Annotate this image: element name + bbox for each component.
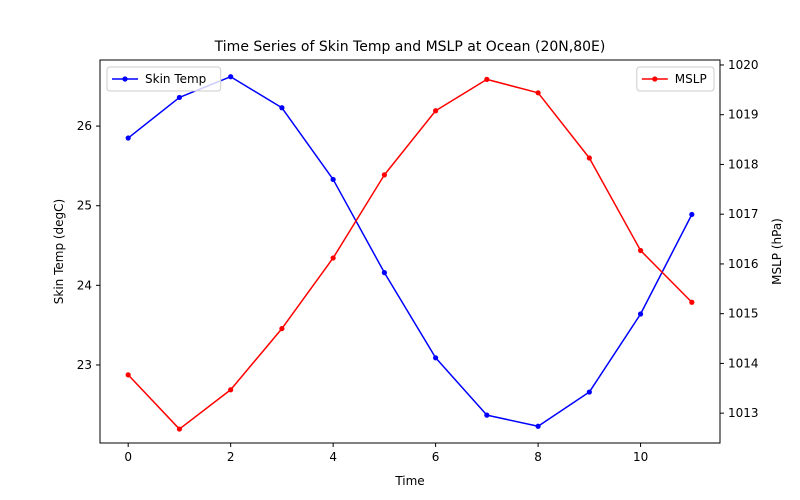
- x-tick-label: 4: [329, 450, 337, 464]
- series-line-mslp: [127, 78, 693, 430]
- data-point-skin-temp: [433, 355, 439, 361]
- x-axis-label: Time: [394, 474, 424, 488]
- y-right-tick-label: 1015: [728, 307, 759, 321]
- y-left-tick-label: 26: [77, 119, 92, 133]
- data-point-mslp: [689, 299, 695, 305]
- x-tick-label: 10: [633, 450, 648, 464]
- y-right-tick-label: 1019: [728, 108, 759, 122]
- y-right-tick-label: 1014: [728, 356, 759, 370]
- y-right-tick-label: 1013: [728, 406, 759, 420]
- data-point-mslp: [176, 426, 183, 432]
- data-point-skin-temp: [586, 389, 592, 395]
- y-left-tick-label: 24: [77, 278, 92, 292]
- y-right-tick-label: 1020: [728, 58, 759, 72]
- y-right-tick-label: 1018: [728, 157, 759, 171]
- data-point-mslp: [433, 108, 439, 114]
- data-point-skin-temp: [689, 211, 695, 218]
- y-axis-left-label: Skin Temp (degC): [52, 199, 66, 304]
- y-left-tick-label: 23: [77, 358, 92, 372]
- data-point-skin-temp: [484, 412, 490, 418]
- series-line-skin-temp: [127, 75, 693, 428]
- data-point-mslp: [381, 172, 387, 178]
- x-tick-label: 2: [227, 450, 235, 464]
- x-tick-label: 6: [432, 450, 440, 464]
- data-point-mslp: [279, 325, 285, 332]
- legend-box: [636, 66, 715, 92]
- data-point-mslp: [228, 387, 234, 393]
- data-point-mslp: [637, 247, 644, 254]
- data-point-skin-temp: [228, 74, 234, 80]
- legend-label-mslp: MSLP: [675, 72, 707, 86]
- data-point-skin-temp: [279, 105, 285, 111]
- data-point-mslp: [484, 76, 490, 82]
- data-point-skin-temp: [535, 423, 541, 429]
- legend-marker-mslp: [652, 76, 658, 82]
- data-point-skin-temp: [637, 311, 644, 317]
- data-point-mslp: [535, 90, 541, 96]
- legend-skin-temp: Skin Temp: [106, 66, 222, 92]
- data-point-mslp: [330, 255, 336, 261]
- data-point-mslp: [125, 372, 131, 378]
- legend-box: [106, 66, 222, 92]
- chart-title: Time Series of Skin Temp and MSLP at Oce…: [214, 39, 606, 55]
- y-right-tick-label: 1017: [728, 207, 759, 221]
- data-point-skin-temp: [330, 176, 336, 183]
- y-axis-right-label: MSLP (hPa): [770, 218, 784, 285]
- legend-label-skin-temp: Skin Temp: [145, 72, 206, 86]
- data-point-skin-temp: [381, 270, 387, 276]
- data-point-mslp: [586, 155, 592, 161]
- plot-frame: [99, 59, 721, 444]
- y-right-tick-label: 1016: [728, 257, 759, 271]
- data-point-skin-temp: [176, 94, 183, 101]
- legend-mslp: MSLP: [636, 66, 715, 92]
- x-tick-label: 8: [534, 450, 542, 464]
- y-left-tick-label: 25: [77, 199, 92, 213]
- data-point-skin-temp: [125, 135, 131, 141]
- legend-marker-skin-temp: [122, 76, 128, 82]
- x-tick-label: 0: [124, 450, 132, 464]
